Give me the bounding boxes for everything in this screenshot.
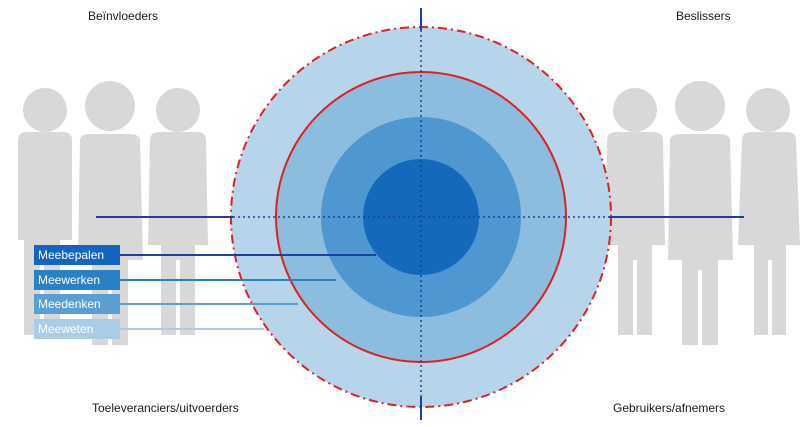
people-silhouettes [18,81,800,345]
level-box-meedenken: Meedenken [34,294,120,314]
level-box-meewerken: Meewerken [34,270,120,290]
quadrant-label-top-left: Beïnvloeders [88,9,159,23]
quadrant-label-bottom-left: Toeleveranciers/uitvoerders [92,401,239,415]
level-box-meeweten: Meeweten [34,319,120,339]
quadrant-label-bottom-right: Gebruikers/afnemers [613,401,726,415]
quadrant-label-top-right: Beslissers [676,9,731,23]
axes [96,8,744,420]
people-group-right-icon [605,81,800,345]
level-box-meebepalen: Meebepalen [34,245,120,265]
